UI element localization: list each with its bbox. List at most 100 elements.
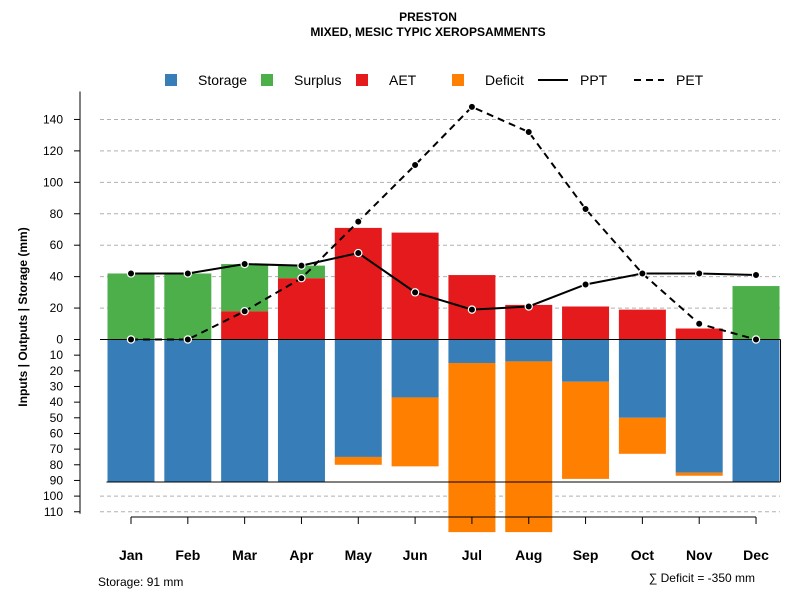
y-tick-label: 10 [50, 348, 64, 362]
legend-swatch [261, 74, 273, 86]
y-tick-label: 30 [50, 379, 64, 393]
ppt-point [751, 270, 761, 280]
x-tick-label: Apr [289, 547, 314, 563]
bar-aet [562, 306, 610, 340]
ppt-point [467, 305, 477, 314]
y-tick-label: 100 [43, 489, 63, 503]
x-tick-label: Jun [403, 547, 428, 563]
deficit-footer: ∑ Deficit = -350 mm [649, 571, 755, 585]
x-tick-label: Jul [462, 547, 482, 563]
x-tick-label: Jan [119, 547, 143, 563]
pet-point [183, 335, 193, 344]
y-tick-label: 120 [43, 144, 63, 158]
pet-point [467, 102, 477, 112]
y-tick-label: 50 [50, 411, 64, 425]
bar-aet [675, 328, 723, 340]
legend-swatch [452, 74, 464, 86]
ppt-point [297, 261, 306, 270]
chart-subtitle: MIXED, MESIC TYPIC XEROPSAMMENTS [310, 25, 545, 39]
ppt-point [581, 280, 590, 289]
pet-point [695, 319, 704, 328]
y-tick-label: 0 [56, 333, 63, 347]
bars [100, 227, 782, 533]
bar-storage [618, 339, 666, 418]
bar-storage [164, 339, 212, 483]
ppt-point [354, 248, 363, 258]
bar-deficit [334, 456, 382, 465]
legend-label: Storage [198, 72, 247, 88]
legend-swatch [165, 74, 177, 86]
bar-surplus [277, 265, 325, 279]
bar-deficit [675, 472, 723, 476]
ppt-point [240, 259, 249, 269]
x-tick-label: Aug [515, 547, 542, 563]
pet-point [297, 273, 306, 283]
ppt-point [524, 302, 533, 311]
ppt-point [695, 269, 704, 278]
bar-storage [277, 339, 325, 483]
bar-deficit [448, 362, 496, 533]
pet-point [126, 335, 136, 344]
pet-point [240, 307, 249, 316]
bar-aet [391, 232, 439, 340]
ppt-point [126, 269, 136, 278]
bar-storage [562, 339, 610, 382]
bar-deficit [618, 417, 666, 454]
chart-title: PRESTON [399, 10, 457, 24]
legend-label: Deficit [485, 72, 524, 88]
x-tick-label: May [345, 547, 372, 563]
legend: Storage Surplus AET Deficit PPT PET [165, 72, 704, 88]
bar-surplus [732, 286, 780, 340]
bar-deficit [391, 397, 439, 467]
y-tick-label: 110 [44, 505, 63, 519]
legend-label: PET [676, 72, 704, 88]
y-tick-label: 80 [50, 458, 64, 472]
y-tick-label: 60 [50, 426, 64, 440]
pet-point [581, 204, 590, 214]
y-tick-label: 40 [50, 395, 64, 409]
pet-point [410, 160, 420, 170]
bar-deficit [562, 381, 610, 479]
legend-label: Surplus [294, 72, 341, 88]
gridlines [100, 118, 780, 513]
x-tick-label: Dec [743, 547, 769, 563]
legend-label: AET [389, 72, 417, 88]
x-tick-label: Feb [175, 547, 200, 563]
bar-surplus [107, 273, 155, 340]
x-tick-label: Nov [686, 547, 713, 563]
bar-storage [391, 339, 439, 398]
bar-aet [334, 227, 382, 340]
ppt-point [638, 269, 647, 278]
x-tick-label: Oct [631, 547, 655, 563]
legend-swatch [356, 74, 368, 86]
y-axis-label: Inputs | Outputs | Storage (mm) [16, 227, 30, 406]
bar-storage [448, 339, 496, 363]
y-tick-label: 60 [50, 238, 64, 252]
y-tick-label: 70 [50, 442, 64, 456]
pet-point [751, 335, 761, 344]
y-tick-label: 80 [50, 207, 64, 221]
bar-aet [221, 311, 269, 340]
axes: 0204060801001201401020304050607080901001… [43, 91, 769, 563]
series-lines [126, 102, 761, 344]
ppt-point [410, 288, 420, 297]
y-tick-label: 90 [50, 473, 64, 487]
bar-storage [107, 339, 155, 483]
y-tick-label: 20 [50, 364, 64, 378]
bar-aet [618, 309, 666, 340]
ppt-point [183, 269, 193, 278]
bar-storage [334, 339, 382, 457]
legend-label: PPT [580, 72, 608, 88]
ppt-line [131, 251, 757, 311]
bar-storage [675, 339, 723, 473]
storage-footer: Storage: 91 mm [98, 575, 183, 589]
y-tick-label: 20 [50, 301, 64, 315]
bar-storage [732, 339, 780, 483]
x-tick-label: Sep [573, 547, 599, 563]
bar-storage [221, 339, 269, 483]
bar-surplus [221, 264, 269, 312]
y-tick-label: 40 [50, 270, 64, 284]
bar-storage [505, 339, 553, 362]
bar-aet [277, 278, 325, 340]
